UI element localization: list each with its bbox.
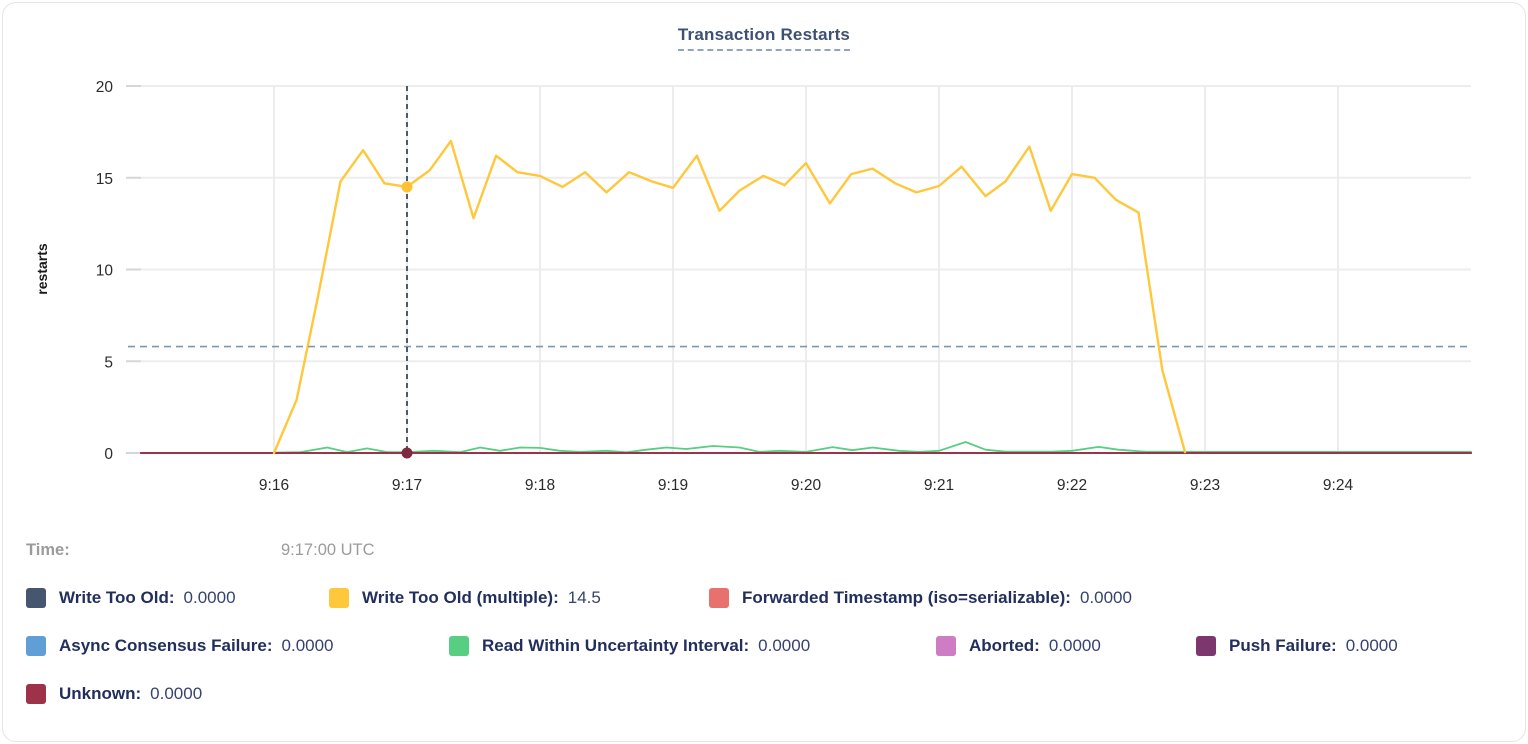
svg-text:15: 15 xyxy=(96,171,113,188)
transaction-restarts-chart[interactable]: 0 5 10 15 20 9:16 9:17 9:18 9:19 9:20 9:21 9:22 9:23… xyxy=(3,63,1525,523)
legend-label: Write Too Old (multiple): xyxy=(362,588,559,607)
legend-row: Async Consensus Failure: 0.0000 Read Withi… xyxy=(26,633,1525,659)
time-value: 9:17:00 UTC xyxy=(281,541,375,559)
svg-text:10: 10 xyxy=(96,263,114,280)
legend-item-write-too-old: Write Too Old: 0.0000 xyxy=(26,588,329,608)
y-axis-label: restarts xyxy=(34,243,50,295)
svg-text:9:24: 9:24 xyxy=(1323,477,1354,494)
chart-plot-area[interactable]: 0 5 10 15 20 9:16 9:17 9:18 9:19 9:20 9:21 9:22 9:23… xyxy=(3,63,1525,523)
series-line-write-too-old-multiple xyxy=(272,139,1187,455)
legend-item-aborted: Aborted: 0.0000 xyxy=(936,636,1196,656)
svg-text:0: 0 xyxy=(104,446,113,463)
legend-color-swatch xyxy=(709,588,729,608)
svg-text:9:23: 9:23 xyxy=(1190,477,1220,494)
svg-text:5: 5 xyxy=(104,354,113,371)
legend-value: 0.0000 xyxy=(150,684,203,703)
legend-color-swatch xyxy=(329,588,349,608)
legend-row: Write Too Old: 0.0000 Write Too Old (multi… xyxy=(26,585,1525,611)
legend-color-swatch xyxy=(1196,636,1216,656)
legend-item-forwarded-timestamp-iso-serializable: Forwarded Timestamp (iso=serializable): 0… xyxy=(709,588,1132,608)
highlight-dot-unknown xyxy=(401,447,413,459)
highlight-dot-write-too-old-multiple xyxy=(401,181,413,193)
svg-text:9:20: 9:20 xyxy=(791,477,822,494)
svg-text:9:16: 9:16 xyxy=(259,477,289,494)
legend-label: Async Consensus Failure: xyxy=(59,636,273,655)
legend-color-swatch xyxy=(936,636,956,656)
legend-value: 0.0000 xyxy=(758,636,811,655)
svg-text:20: 20 xyxy=(96,79,114,96)
legend-value: 0.0000 xyxy=(1079,588,1132,607)
x-axis-tick-labels: 9:16 9:17 9:18 9:19 9:20 9:21 9:22 9:23 9:24 xyxy=(259,477,1354,494)
legend-item-read-within-uncertainty-interval: Read Within Uncertainty Interval: 0.0000 xyxy=(449,636,936,656)
legend-label: Push Failure: xyxy=(1229,636,1337,655)
legend-color-swatch xyxy=(26,684,46,704)
legend-color-swatch xyxy=(26,588,46,608)
legend-item-unknown: Unknown: 0.0000 xyxy=(26,684,202,704)
legend-label: Unknown: xyxy=(59,684,142,703)
legend-value: 0.0000 xyxy=(281,636,334,655)
legend-color-swatch xyxy=(26,636,46,656)
svg-text:9:17: 9:17 xyxy=(392,477,422,494)
legend-label: Aborted: xyxy=(969,636,1040,655)
svg-text:9:19: 9:19 xyxy=(658,477,688,494)
svg-text:9:22: 9:22 xyxy=(1057,477,1087,494)
legend-row: Unknown: 0.0000 xyxy=(26,681,1525,707)
legend-item-write-too-old-multiple: Write Too Old (multiple): 14.5 xyxy=(329,588,709,608)
svg-text:9:18: 9:18 xyxy=(525,477,555,494)
series-line-read-within-uncertainty-interval xyxy=(273,441,1472,454)
legend-label: Write Too Old: xyxy=(59,588,175,607)
time-label: Time: xyxy=(26,541,70,559)
svg-text:9:21: 9:21 xyxy=(924,477,954,494)
legend-value: 0.0000 xyxy=(183,588,236,607)
legend-item-async-consensus-failure: Async Consensus Failure: 0.0000 xyxy=(26,636,449,656)
legend-color-swatch xyxy=(449,636,469,656)
legend-value: 0.0000 xyxy=(1048,636,1101,655)
legend-label: Forwarded Timestamp (iso=serializable): xyxy=(742,588,1071,607)
chart-title[interactable]: Transaction Restarts xyxy=(677,25,851,51)
legend-item-push-failure: Push Failure: 0.0000 xyxy=(1196,636,1398,656)
chart-header: Transaction Restarts xyxy=(3,3,1525,63)
legend-value: 0.0000 xyxy=(1345,636,1398,655)
gridlines xyxy=(126,85,1471,454)
legend-label: Read Within Uncertainty Interval: xyxy=(482,636,750,655)
chart-tooltip: Time: 9:17:00 UTC Write Too Old: 0.0000 Wri… xyxy=(3,541,1525,707)
legend: Write Too Old: 0.0000 Write Too Old (multi… xyxy=(26,585,1525,707)
tooltip-time-row: Time: 9:17:00 UTC xyxy=(26,541,1525,563)
legend-value: 14.5 xyxy=(567,588,601,607)
y-axis-tick-labels: 0 5 10 15 20 xyxy=(96,79,114,463)
